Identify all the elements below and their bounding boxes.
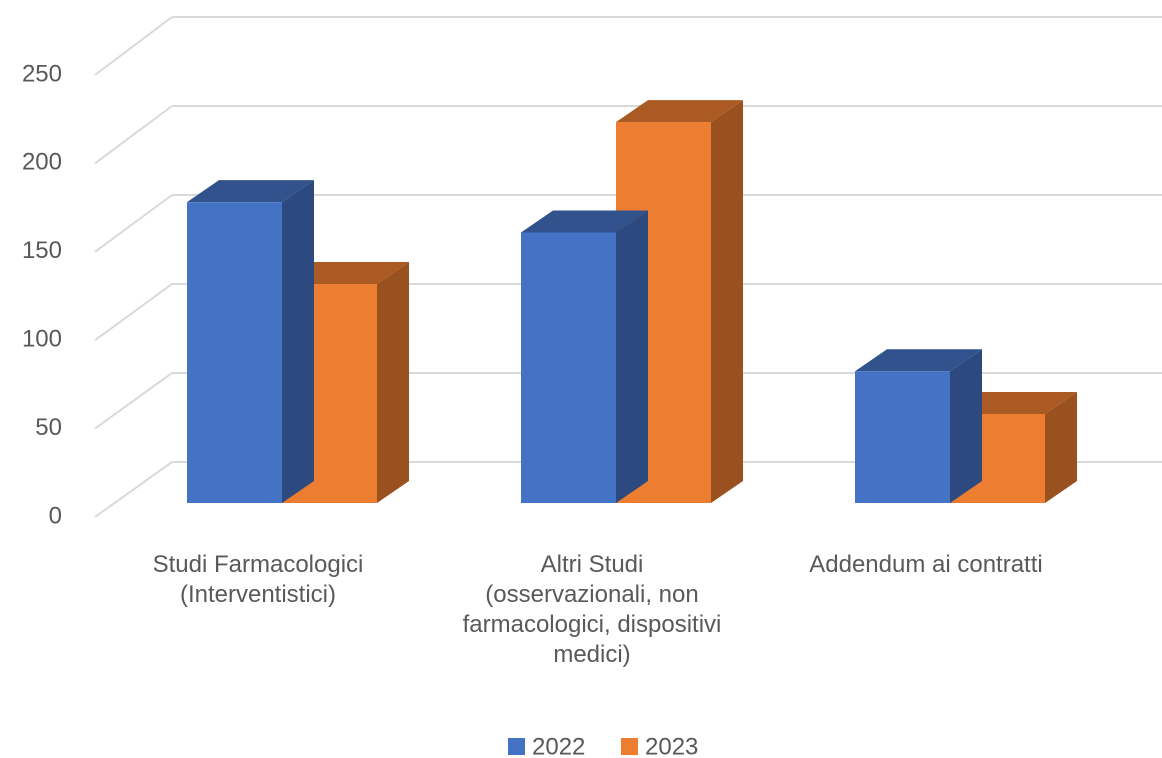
grid-line-side [94,283,173,342]
x-tick-label-box: Addendum ai contratti [809,551,1043,578]
bar-side [282,180,314,503]
x-tick-label-box: Altri Studi (osservazionali, non farmaco… [462,551,722,668]
bar-top [855,349,982,372]
bar-top [187,180,314,203]
grid-line-side [94,16,173,76]
x-tick-label: Studi Farmacologici (Interventistici) [152,551,364,608]
legend-swatch [621,738,638,755]
legend-label: 2022 [532,733,585,758]
grid-line-side [94,105,173,165]
bar-side [950,349,982,503]
bar-side [616,210,648,503]
y-tick-label: 150 [22,237,62,264]
grid-line-side [94,461,173,518]
legend-label: 2023 [645,733,698,758]
bar-top [616,100,743,123]
grid-line-side [94,194,173,253]
y-tick-label: 100 [22,326,62,353]
bar [187,202,282,503]
y-tick-label: 250 [22,60,62,87]
y-tick-label: 0 [49,502,62,529]
y-tick-label: 50 [35,414,62,441]
x-tick-label: Altri Studi (osservazionali, non farmaco… [462,551,722,668]
x-tick-label: Addendum ai contratti [809,551,1043,578]
bar [521,232,616,503]
bar-side [1045,392,1077,503]
bar-top [521,210,648,233]
bar-side [377,262,409,503]
bar-side [711,100,743,503]
y-tick-label: 200 [22,149,62,176]
bar [855,371,950,503]
grid-line-side [94,372,173,430]
x-tick-label-box: Studi Farmacologici (Interventistici) [152,551,364,608]
legend-swatch [508,738,525,755]
